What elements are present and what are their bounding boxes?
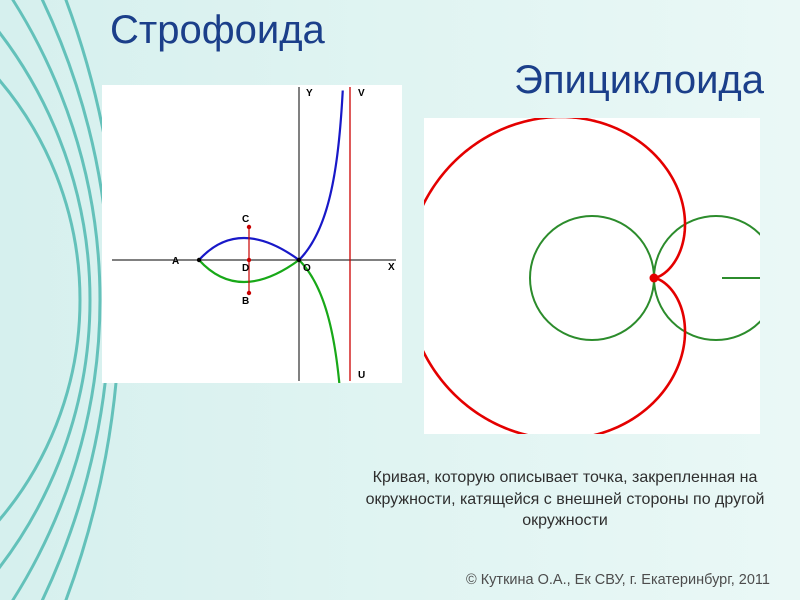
svg-text:D: D bbox=[242, 263, 249, 274]
svg-text:V: V bbox=[358, 88, 365, 99]
strophoid-plot: Y V X O A C B D U bbox=[102, 85, 402, 383]
epicycloid-plot bbox=[424, 118, 760, 434]
copyright-footer: © Куткина О.А., Ек СВУ, г. Екатеринбург,… bbox=[466, 572, 770, 588]
epicycloid-description: Кривая, которую описывает точка, закрепл… bbox=[360, 467, 770, 532]
svg-text:X: X bbox=[388, 262, 395, 273]
svg-text:A: A bbox=[172, 256, 179, 267]
svg-text:O: O bbox=[303, 263, 311, 274]
svg-text:Y: Y bbox=[306, 88, 313, 99]
svg-text:B: B bbox=[242, 296, 249, 307]
title-strophoid: Строфоида bbox=[110, 8, 325, 53]
figure-epicycloid bbox=[424, 118, 760, 434]
svg-text:U: U bbox=[358, 370, 365, 381]
title-epicycloid: Эпициклоида bbox=[514, 58, 764, 103]
slide: Строфоида Эпициклоида Y V X O A C B D U Кривая, … bbox=[0, 0, 800, 600]
figure-strophoid: Y V X O A C B D U bbox=[102, 85, 402, 383]
svg-text:C: C bbox=[242, 214, 249, 225]
